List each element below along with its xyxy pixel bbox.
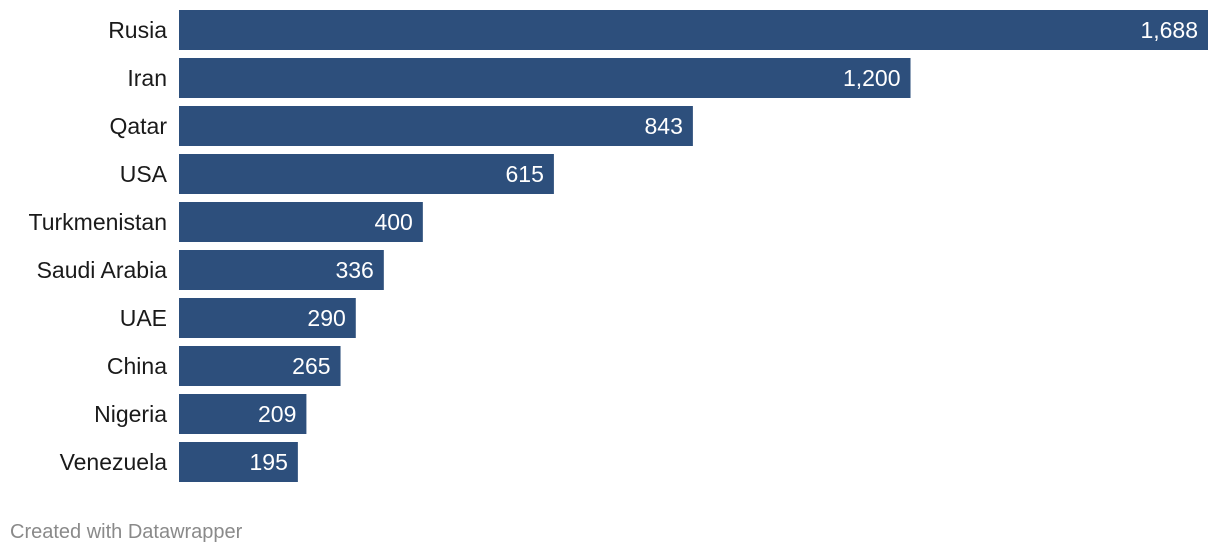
bar xyxy=(179,442,298,482)
category-label: Nigeria xyxy=(94,401,167,427)
value-label: 843 xyxy=(645,113,683,139)
category-label: Qatar xyxy=(109,113,167,139)
value-label: 1,200 xyxy=(843,65,901,91)
value-label: 1,688 xyxy=(1140,17,1198,43)
bar xyxy=(179,58,911,98)
value-label: 400 xyxy=(374,209,412,235)
category-label: Rusia xyxy=(108,17,167,43)
bar xyxy=(179,106,693,146)
category-label: Saudi Arabia xyxy=(37,257,168,283)
category-label: USA xyxy=(120,161,168,187)
category-label: Turkmenistan xyxy=(29,209,167,235)
category-label: Iran xyxy=(127,65,167,91)
value-label: 615 xyxy=(506,161,544,187)
bar xyxy=(179,10,1208,50)
bar xyxy=(179,250,384,290)
value-label: 265 xyxy=(292,353,330,379)
value-label: 290 xyxy=(307,305,345,331)
category-label: China xyxy=(107,353,167,379)
bar xyxy=(179,154,554,194)
credit-text: Created with Datawrapper xyxy=(10,521,243,543)
category-label: UAE xyxy=(120,305,167,331)
value-label: 209 xyxy=(258,401,296,427)
bar-chart: Rusia 1,688 Iran 1,200 Qatar 843 USA 615 Turkmen… xyxy=(29,10,1208,482)
bar xyxy=(179,298,356,338)
category-label: Venezuela xyxy=(60,449,168,475)
value-label: 336 xyxy=(335,257,373,283)
bar xyxy=(179,202,423,242)
bar xyxy=(179,346,341,386)
bar xyxy=(179,394,307,434)
value-label: 195 xyxy=(249,449,287,475)
